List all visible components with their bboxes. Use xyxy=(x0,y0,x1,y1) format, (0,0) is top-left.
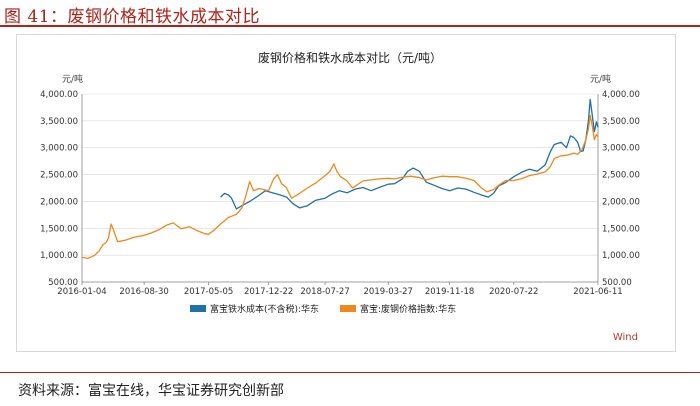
figure-title: 图 41：废钢价格和铁水成本对比 xyxy=(4,7,261,27)
legend-swatch xyxy=(190,305,206,312)
source-note: 资料来源：富宝在线，华宝证券研究创新部 xyxy=(18,383,284,399)
y-tick-label-right: 2,000.00 xyxy=(602,197,640,207)
y-tick-label-left: 4,000.00 xyxy=(40,90,78,100)
top-rule xyxy=(0,25,700,27)
legend-swatch xyxy=(340,305,356,312)
series-line-hot-metal-cost xyxy=(220,98,599,210)
y-axis-left: 500.00 1,000.00 1,500.00 2,000.00 2,500.00 3,… xyxy=(40,90,83,288)
x-tick-label: 2016-08-30 xyxy=(119,287,168,297)
y-tick-label-left: 2,500.00 xyxy=(40,171,78,181)
y-tick-label-right: 3,000.00 xyxy=(602,144,640,154)
x-axis: 2016-01-04 2016-08-30 2017-05-05 2017-12-22… xyxy=(57,281,623,297)
y-tick-label-left: 3,000.00 xyxy=(40,144,78,154)
y-tick-label-right: 1,000.00 xyxy=(602,251,640,261)
legend: 富宝铁水成本(不含税):华东 富宝:废钢价格指数:华东 xyxy=(190,303,456,315)
y-tick-label-left: 3,500.00 xyxy=(40,117,78,127)
y-tick-label-right: 2,500.00 xyxy=(602,171,640,181)
series-line-scrap-price xyxy=(81,114,599,260)
series-lines xyxy=(81,98,599,260)
grid-lines xyxy=(82,93,598,283)
x-tick-label: 2016-01-04 xyxy=(57,287,106,297)
x-tick-label: 2019-11-18 xyxy=(425,287,474,297)
y-axis-right: 500.00 1,000.00 1,500.00 2,000.00 2,500.00 3,… xyxy=(597,90,640,288)
y-tick-label-right: 3,500.00 xyxy=(602,117,640,127)
legend-label: 富宝:废钢价格指数:华东 xyxy=(360,303,456,315)
chart-title: 废钢价格和铁水成本对比（元/吨） xyxy=(258,50,442,65)
y-tick-label-left: 1,500.00 xyxy=(40,224,78,234)
bottom-rule xyxy=(0,372,700,373)
y-tick-label-left: 500.00 xyxy=(48,278,78,288)
x-tick-label: 2018-07-27 xyxy=(300,287,349,297)
x-tick-label: 2019-03-27 xyxy=(364,287,413,297)
y-tick-label-right: 1,500.00 xyxy=(602,224,640,234)
chart-frame xyxy=(16,34,676,352)
x-tick-label: 2021-06-11 xyxy=(573,287,622,297)
wind-watermark: Wind xyxy=(613,332,638,343)
y-tick-label-right: 4,000.00 xyxy=(602,90,640,100)
y-unit-left: 元/吨 xyxy=(62,73,83,85)
x-tick-label: 2017-12-22 xyxy=(244,287,293,297)
y-tick-label-right: 500.00 xyxy=(602,278,632,288)
x-tick-label: 2020-07-22 xyxy=(489,287,538,297)
y-tick-label-left: 2,000.00 xyxy=(40,197,78,207)
y-unit-right: 元/吨 xyxy=(590,73,611,85)
x-tick-label: 2017-05-05 xyxy=(184,287,233,297)
legend-label: 富宝铁水成本(不含税):华东 xyxy=(210,303,319,315)
y-tick-label-left: 1,000.00 xyxy=(40,251,78,261)
